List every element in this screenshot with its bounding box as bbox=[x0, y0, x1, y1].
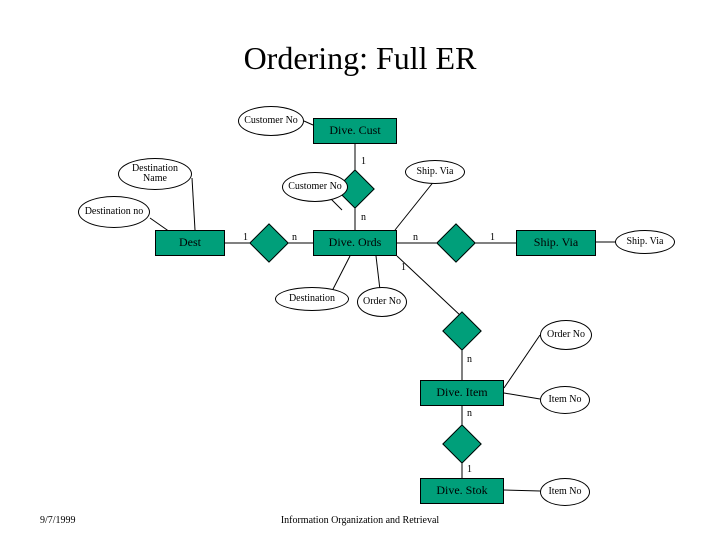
card-8: n bbox=[467, 354, 472, 365]
card-5: n bbox=[413, 232, 418, 243]
footer-center: Information Organization and Retrieval bbox=[0, 515, 720, 526]
attr-dest-name: Destination Name bbox=[118, 158, 192, 190]
page-title: Ordering: Full ER bbox=[0, 40, 720, 77]
attr-order-no-a: Order No bbox=[357, 287, 407, 317]
rel-item-stok bbox=[442, 424, 482, 464]
rel-dest-ords bbox=[249, 223, 289, 263]
card-4: n bbox=[292, 232, 297, 243]
entity-dest: Dest bbox=[155, 230, 225, 256]
card-2: n bbox=[361, 212, 366, 223]
attr-customer-no-top: Customer No bbox=[238, 106, 304, 136]
attr-item-no-b: Item No bbox=[540, 478, 590, 506]
card-10: 1 bbox=[467, 464, 472, 475]
rel-ords-item bbox=[442, 311, 482, 351]
rel-ords-ship bbox=[436, 223, 476, 263]
entity-diveords: Dive. Ords bbox=[313, 230, 397, 256]
entity-divecust: Dive. Cust bbox=[313, 118, 397, 144]
attr-dest-no: Destination no bbox=[78, 196, 150, 228]
card-3: 1 bbox=[243, 232, 248, 243]
entity-diveitem: Dive. Item bbox=[420, 380, 504, 406]
entity-shipvia: Ship. Via bbox=[516, 230, 596, 256]
card-6: 1 bbox=[490, 232, 495, 243]
connector-lines bbox=[0, 0, 720, 540]
attr-order-no-b: Order No bbox=[540, 320, 592, 350]
attr-destination: Destination bbox=[275, 287, 349, 311]
attr-shipvia-a: Ship. Via bbox=[405, 160, 465, 184]
card-7: 1 bbox=[401, 262, 406, 273]
card-9: n bbox=[467, 408, 472, 419]
attr-customer-no-b: Customer No bbox=[282, 172, 348, 202]
entity-divestok: Dive. Stok bbox=[420, 478, 504, 504]
card-1: 1 bbox=[361, 156, 366, 167]
attr-shipvia-b: Ship. Via bbox=[615, 230, 675, 254]
attr-item-no-a: Item No bbox=[540, 386, 590, 414]
